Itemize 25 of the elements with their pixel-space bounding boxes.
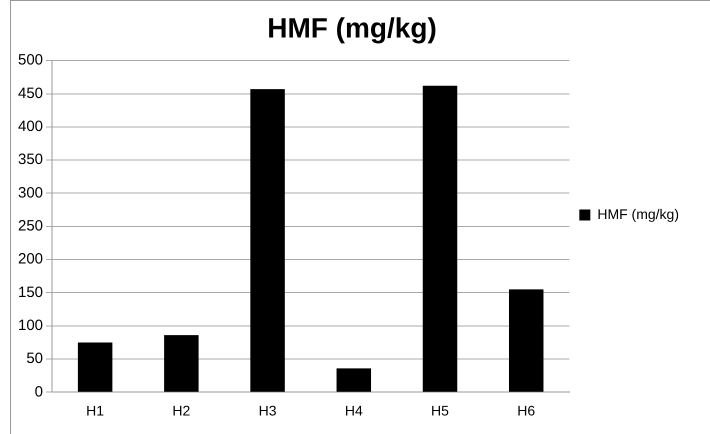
bar — [508, 289, 544, 392]
chart-title: HMF (mg/kg) — [267, 12, 437, 44]
y-tick-label: 450 — [18, 84, 44, 102]
y-tick-label: 350 — [18, 151, 44, 168]
bar — [422, 86, 458, 392]
x-tick-label: H5 — [431, 402, 450, 418]
bar — [336, 368, 372, 392]
legend-label: HMF (mg/kg) — [597, 206, 680, 222]
y-tick-label: 50 — [26, 350, 44, 368]
y-tick-label: 250 — [18, 218, 44, 235]
y-tick-label: 150 — [18, 284, 44, 301]
y-tick-label: 400 — [18, 118, 44, 136]
y-tick-label: 300 — [18, 184, 44, 202]
x-tick-label: H6 — [517, 402, 536, 418]
bar — [164, 335, 199, 392]
bar — [250, 89, 285, 392]
x-tick-label: H2 — [172, 402, 191, 418]
x-tick-label: H4 — [344, 402, 363, 418]
y-tick-label: 200 — [18, 250, 44, 268]
y-tick-label: 500 — [18, 52, 44, 69]
x-tick-label: H3 — [258, 402, 277, 418]
y-tick-label: 100 — [18, 317, 44, 334]
x-tick-label: H1 — [86, 402, 104, 418]
bar — [78, 342, 112, 392]
y-tick-label: 0 — [34, 383, 44, 400]
